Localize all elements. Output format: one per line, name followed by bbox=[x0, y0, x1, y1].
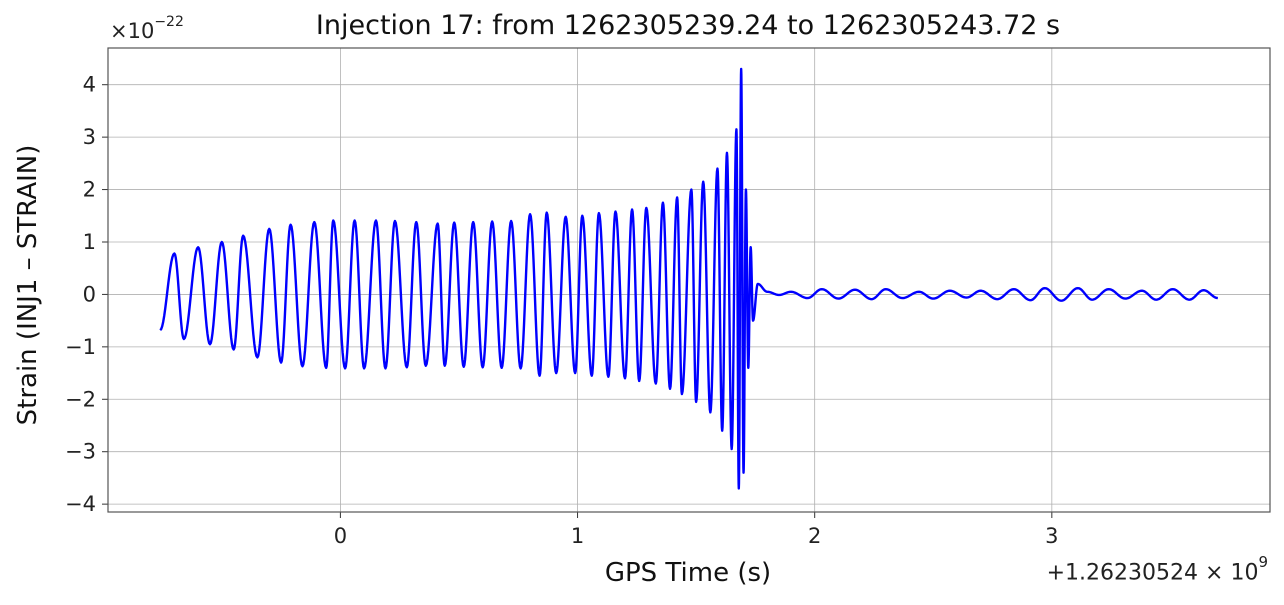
grid-layer bbox=[108, 48, 1270, 512]
x-tick-label: 0 bbox=[334, 524, 347, 548]
y-tick-label: 3 bbox=[83, 125, 96, 149]
tick-layer: 0 1 2 3 −4 −3 −2 −1 0 1 2 3 4 bbox=[65, 73, 1058, 548]
y-tick-label: −4 bbox=[65, 492, 96, 516]
strain-series-line bbox=[159, 67, 1219, 490]
series-layer bbox=[159, 67, 1219, 490]
x-tick-label: 1 bbox=[571, 524, 584, 548]
y-scale-multiplier: ×10−22 bbox=[110, 14, 184, 43]
y-scale-base: ×10 bbox=[110, 19, 155, 43]
chart-title: Injection 17: from 1262305239.24 to 1262… bbox=[315, 10, 1061, 41]
y-tick-label: 4 bbox=[83, 73, 96, 97]
y-tick-label: 0 bbox=[83, 282, 96, 306]
x-tick-label: 3 bbox=[1045, 524, 1058, 548]
x-offset-label: +1.26230524 × 109 bbox=[1046, 553, 1268, 585]
x-offset-base: +1.26230524 × 10 bbox=[1046, 560, 1259, 585]
y-scale-exponent: −22 bbox=[154, 14, 184, 30]
y-tick-label: −1 bbox=[65, 335, 96, 359]
y-tick-label: 1 bbox=[83, 230, 96, 254]
x-tick-label: 2 bbox=[808, 524, 821, 548]
y-tick-label: 2 bbox=[83, 178, 96, 202]
y-axis-label: Strain (INJ1 – STRAIN) bbox=[13, 144, 43, 426]
y-tick-label: −3 bbox=[65, 440, 96, 464]
x-offset-exponent: 9 bbox=[1258, 552, 1268, 571]
plot-frame bbox=[107, 47, 1271, 513]
x-axis-label: GPS Time (s) bbox=[604, 558, 772, 588]
y-tick-label: −2 bbox=[65, 387, 96, 411]
